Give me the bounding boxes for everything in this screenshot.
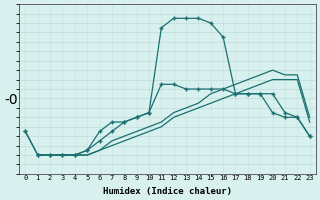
X-axis label: Humidex (Indice chaleur): Humidex (Indice chaleur) [103,187,232,196]
